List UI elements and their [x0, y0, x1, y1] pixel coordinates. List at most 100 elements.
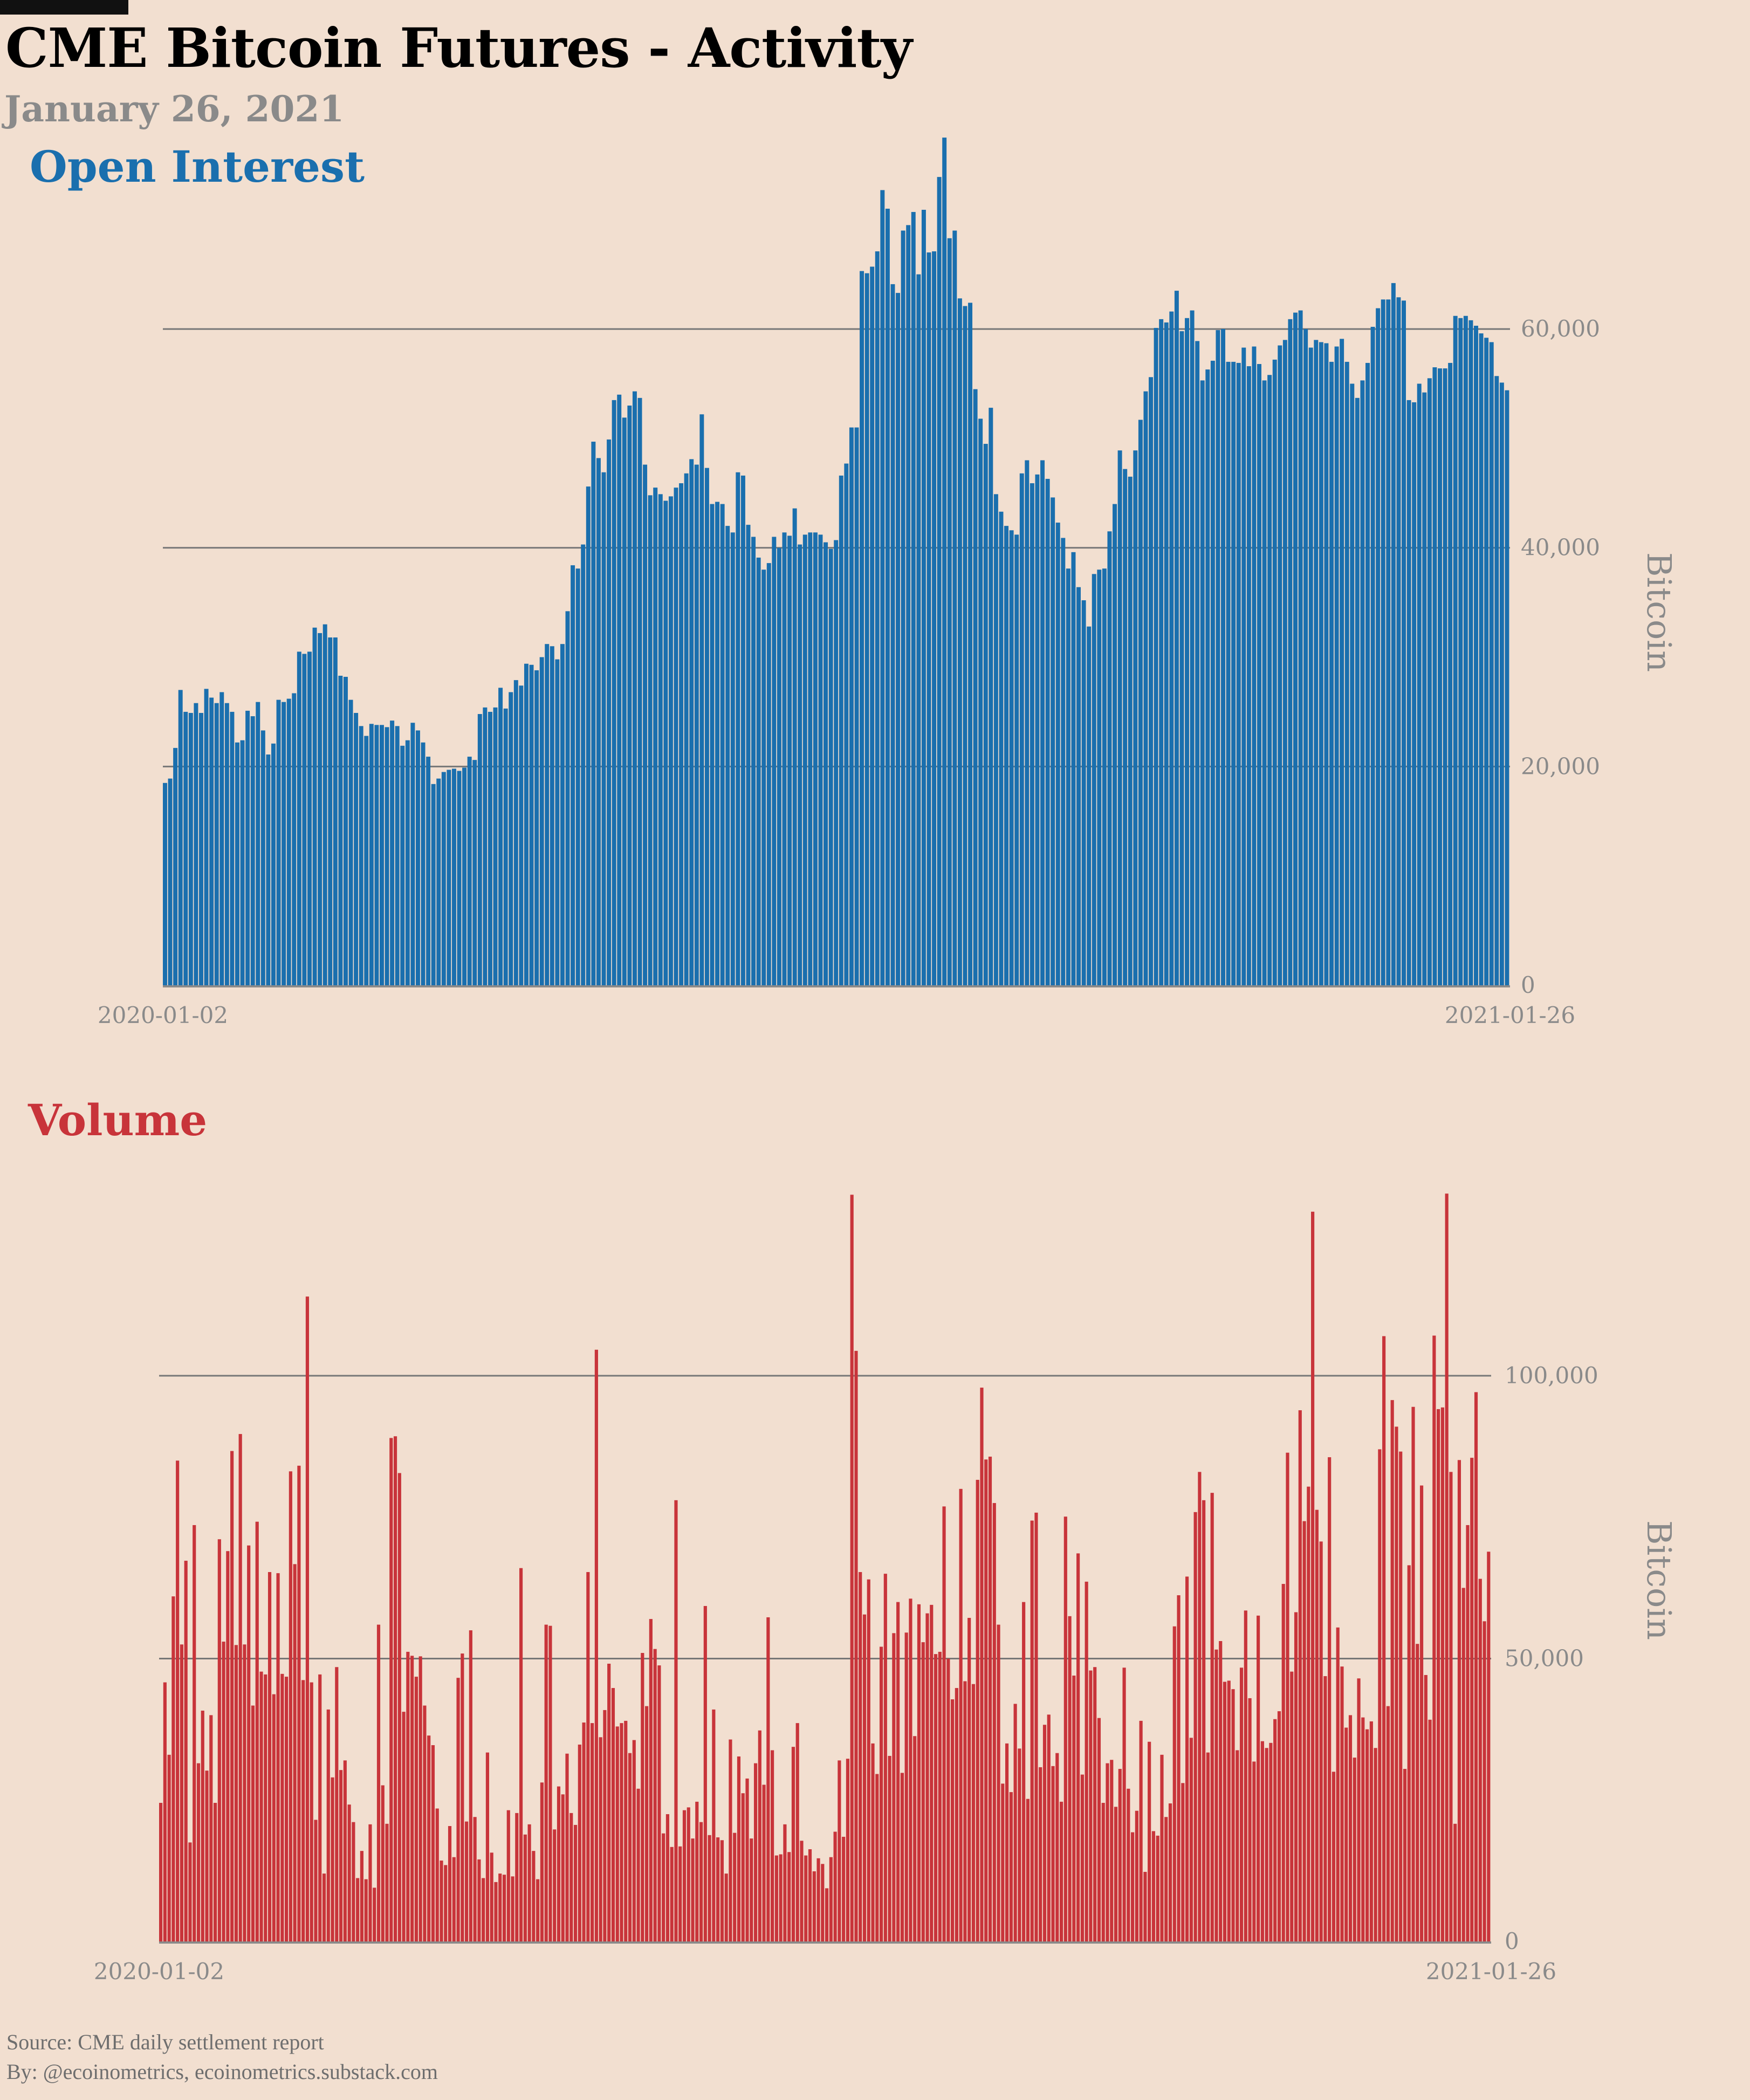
bar — [1159, 319, 1164, 985]
bar — [1190, 310, 1195, 985]
bar — [469, 1630, 472, 1941]
bar — [395, 726, 400, 985]
bar — [581, 544, 586, 985]
bar — [513, 680, 518, 985]
bar — [1022, 1602, 1026, 1941]
bar — [1484, 338, 1489, 985]
bar — [1102, 568, 1107, 985]
bar — [427, 1735, 431, 1941]
bar — [1143, 391, 1148, 986]
bar — [461, 1653, 464, 1941]
bar — [503, 708, 508, 985]
bar — [607, 439, 612, 985]
bar — [720, 1840, 724, 1941]
bar — [456, 1678, 460, 1941]
bar — [662, 1833, 665, 1941]
bar — [615, 1726, 619, 1941]
bar — [217, 1539, 221, 1941]
bar — [741, 1793, 745, 1941]
bar — [699, 1822, 703, 1941]
bar — [1131, 1832, 1135, 1941]
bar — [636, 1788, 640, 1941]
bar — [485, 1752, 490, 1941]
bar — [783, 1824, 787, 1941]
bar — [545, 644, 550, 985]
bar — [527, 1824, 531, 1941]
bar — [1311, 1211, 1315, 1941]
bar — [591, 441, 596, 985]
y-tick-label: 0 — [1505, 1928, 1519, 1954]
bar — [774, 1855, 778, 1941]
bar — [1174, 291, 1179, 985]
bar — [247, 1545, 251, 1941]
bar — [753, 1763, 758, 1941]
bar — [1128, 476, 1133, 985]
bar — [624, 1720, 628, 1941]
bar — [1117, 450, 1122, 985]
bar — [968, 303, 973, 985]
bar — [1004, 526, 1009, 985]
bar — [684, 473, 689, 985]
bar — [462, 767, 467, 985]
bar — [921, 210, 926, 985]
bar — [523, 1834, 527, 1941]
bar — [829, 1857, 833, 1941]
bar — [1406, 400, 1411, 986]
y-tick-label: 50,000 — [1505, 1645, 1584, 1672]
bar — [451, 768, 456, 985]
bar — [896, 1602, 900, 1941]
bar — [1390, 1400, 1394, 1941]
bar — [1265, 1748, 1268, 1941]
bar — [791, 1747, 795, 1941]
bar — [440, 1861, 443, 1941]
bar — [838, 1760, 841, 1941]
bar — [1427, 378, 1432, 985]
bar — [1272, 359, 1277, 985]
bar — [418, 1656, 422, 1941]
bar — [913, 1736, 917, 1941]
bar — [880, 190, 885, 985]
bar — [582, 1722, 586, 1941]
bar — [1226, 361, 1231, 986]
bar — [379, 725, 384, 985]
bar — [645, 1706, 649, 1941]
bar — [1399, 1451, 1403, 1941]
bar — [1168, 1803, 1172, 1941]
bar — [338, 676, 343, 985]
bar — [1466, 1525, 1470, 1941]
bar — [934, 1654, 938, 1941]
bar — [756, 557, 761, 985]
bar — [1478, 1579, 1482, 1941]
bar — [988, 1457, 992, 1941]
bar — [1307, 1486, 1310, 1941]
bar — [1072, 1675, 1076, 1941]
bar — [534, 670, 539, 985]
bar — [1059, 1801, 1063, 1941]
open-interest-title: Open Interest — [30, 141, 365, 192]
bar — [1432, 1335, 1436, 1941]
bar — [885, 208, 890, 986]
bar — [612, 400, 616, 986]
bar — [286, 698, 291, 985]
y-axis-label: Bitcoin — [1639, 552, 1679, 672]
bar — [1195, 341, 1200, 985]
bar — [999, 511, 1004, 985]
bar — [389, 1438, 393, 1941]
bar — [925, 1613, 929, 1941]
bar — [1411, 1406, 1415, 1941]
bar — [1483, 1621, 1486, 1941]
bar — [519, 685, 524, 985]
bar — [957, 298, 962, 985]
bar — [415, 730, 420, 985]
bar — [400, 745, 405, 985]
bar — [393, 1436, 397, 1941]
bar — [390, 720, 395, 985]
bar — [163, 1682, 167, 1941]
bar — [1177, 1595, 1181, 1941]
bar — [180, 1644, 184, 1941]
bar — [916, 274, 921, 985]
bar — [750, 1838, 753, 1941]
bar — [980, 1388, 984, 1941]
bar — [800, 1841, 804, 1941]
bar — [511, 1876, 514, 1941]
